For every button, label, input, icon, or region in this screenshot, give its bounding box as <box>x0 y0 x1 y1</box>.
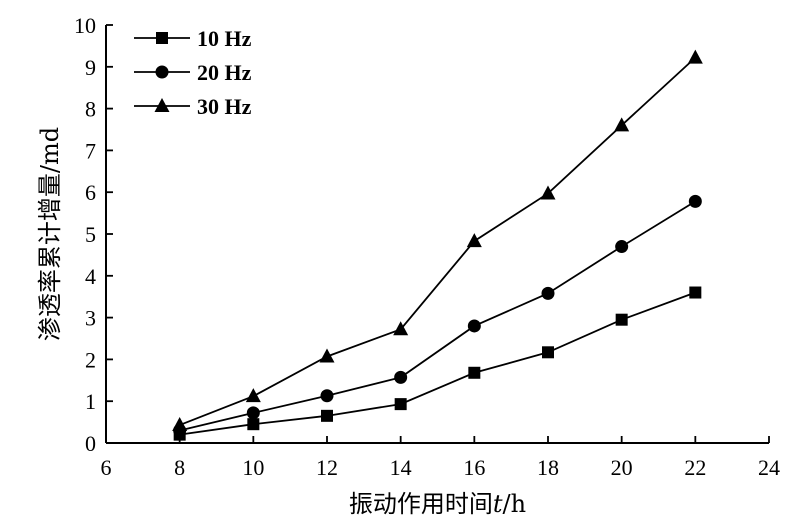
series-triangle <box>172 49 703 432</box>
data-point <box>247 418 260 431</box>
data-point <box>172 417 188 432</box>
data-point <box>467 319 481 333</box>
series-line <box>179 291 696 436</box>
data-point <box>541 286 555 300</box>
data-point <box>689 286 702 299</box>
series-circle <box>173 194 702 437</box>
legend-label: 20 Hz <box>197 60 252 85</box>
x-tick-label: 22 <box>684 455 706 480</box>
y-tick-label: 7 <box>85 138 96 163</box>
x-tick-label: 14 <box>390 455 412 480</box>
series-layer <box>172 49 703 441</box>
legend-marker <box>156 32 168 44</box>
data-point <box>466 233 482 248</box>
data-point <box>540 185 556 200</box>
legend-marker <box>154 98 170 112</box>
data-point <box>394 370 408 384</box>
data-point <box>615 313 628 326</box>
y-tick-label: 0 <box>85 431 96 456</box>
data-point <box>468 366 481 379</box>
series-line <box>179 56 696 426</box>
data-point <box>615 240 629 254</box>
y-axis-ticks: 0 1 2 3 4 5 6 7 8 9 10 <box>74 13 113 456</box>
legend-item: 20 Hz <box>134 60 252 85</box>
y-tick-label: 8 <box>85 97 96 122</box>
x-tick-label: 20 <box>611 455 633 480</box>
x-axis-title-text: 振动作用时间 <box>349 490 493 518</box>
axes <box>105 25 769 444</box>
y-tick-label: 1 <box>85 389 96 414</box>
data-point <box>688 194 702 208</box>
y-tick-label: 2 <box>85 347 96 372</box>
x-tick-label: 16 <box>463 455 485 480</box>
legend-item: 30 Hz <box>134 94 252 119</box>
data-point <box>319 348 335 363</box>
data-point <box>394 398 407 411</box>
y-tick-label: 4 <box>85 264 96 289</box>
legend-marker <box>155 65 169 79</box>
legend: 10 Hz 20 Hz 30 Hz <box>134 26 252 119</box>
series-line <box>179 200 696 432</box>
x-tick-label: 12 <box>316 455 338 480</box>
x-axis-title-variable: t <box>493 490 503 518</box>
x-axis-title-unit: /h <box>503 490 527 518</box>
data-point <box>614 117 630 132</box>
data-point <box>320 389 334 403</box>
legend-item: 10 Hz <box>134 26 252 51</box>
y-tick-label: 3 <box>85 306 96 331</box>
legend-label: 30 Hz <box>197 94 252 119</box>
y-tick-label: 9 <box>85 55 96 80</box>
data-point <box>542 346 554 359</box>
x-tick-label: 6 <box>101 455 112 480</box>
x-tick-label: 10 <box>242 455 264 480</box>
x-tick-label: 18 <box>537 455 559 480</box>
legend-label: 10 Hz <box>197 26 252 51</box>
x-axis-ticks: 6 8 10 12 14 16 18 20 22 24 <box>101 436 780 480</box>
data-point <box>321 409 333 422</box>
y-axis-title: 渗透率累计增量/md <box>36 127 64 341</box>
data-point <box>687 49 703 64</box>
data-point <box>246 406 260 420</box>
x-tick-label: 24 <box>758 455 780 480</box>
data-point <box>245 388 261 403</box>
data-point <box>393 321 409 336</box>
x-tick-label: 8 <box>174 455 185 480</box>
y-tick-label: 10 <box>74 13 96 38</box>
x-axis-title: 振动作用时间t/h <box>349 490 526 518</box>
y-tick-label: 6 <box>85 180 96 205</box>
y-tick-label: 5 <box>85 222 96 247</box>
